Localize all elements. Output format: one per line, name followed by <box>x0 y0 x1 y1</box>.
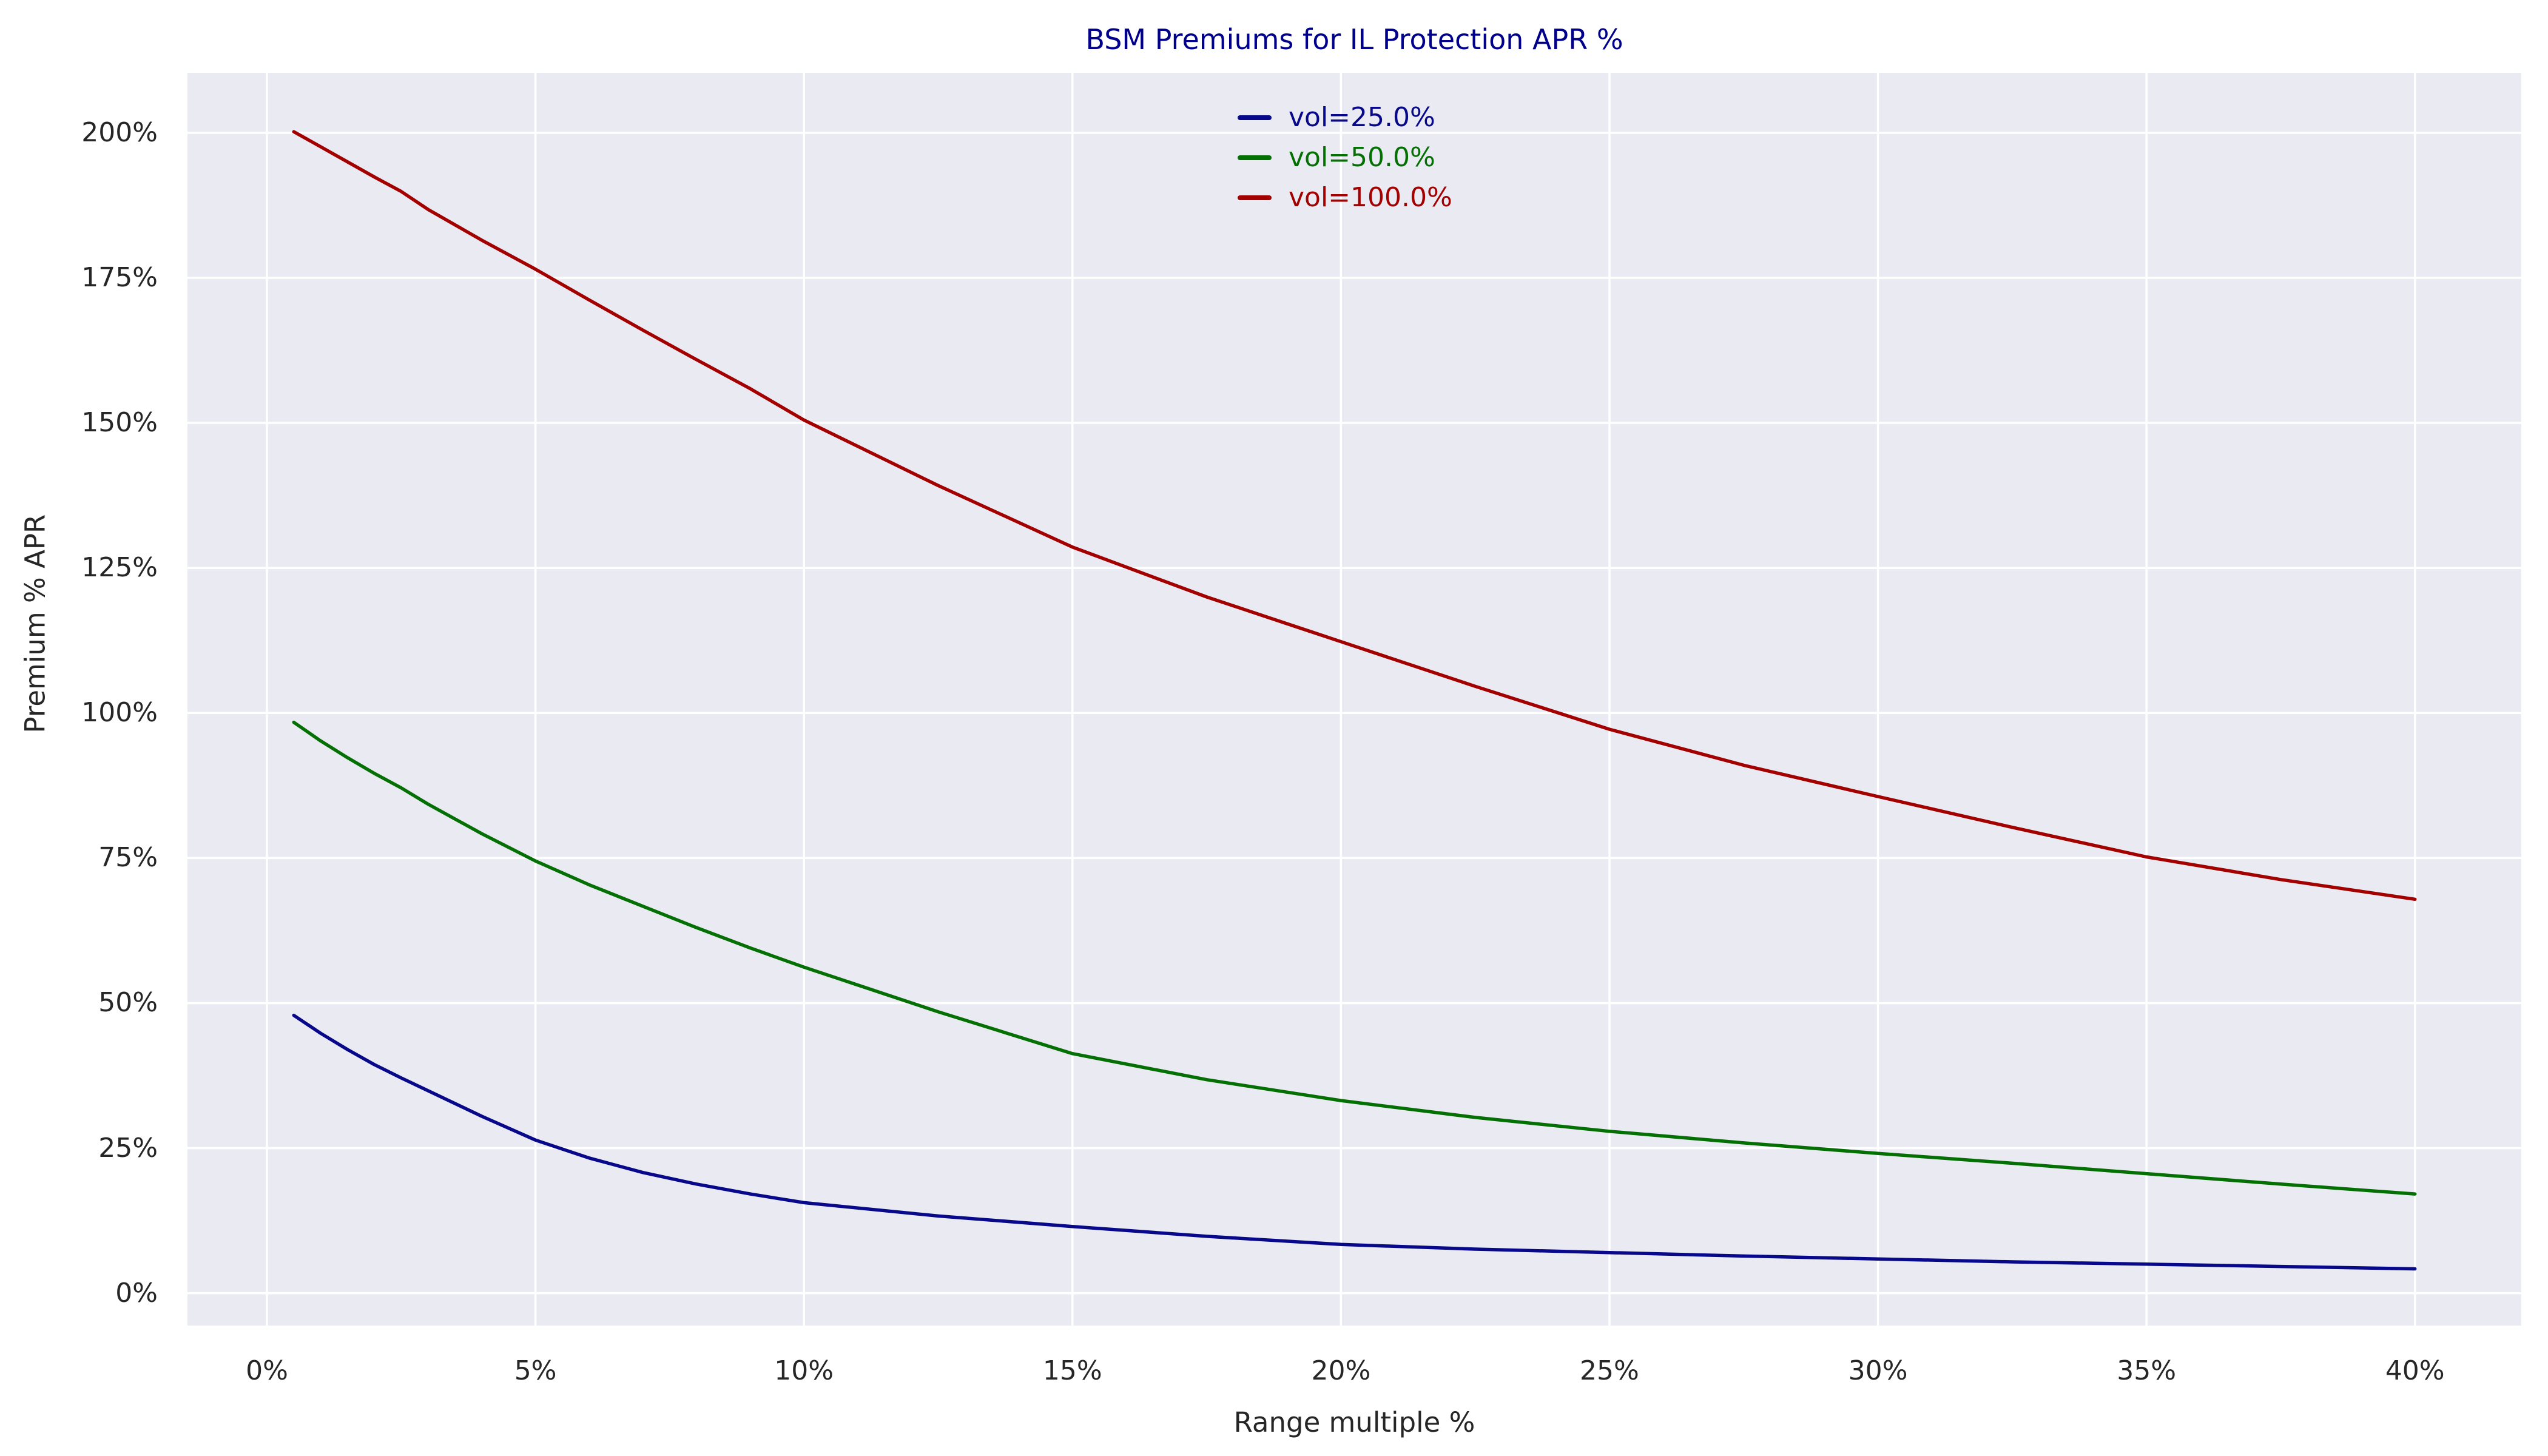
x-tick-label: 0% <box>246 1355 288 1386</box>
figure-title: BSM Premiums for IL Protection APR % <box>1085 23 1623 56</box>
x-tick-label: 35% <box>2117 1355 2177 1386</box>
series-line-vol=100.0% <box>292 130 2417 902</box>
legend-swatch-vol=50.0% <box>1238 155 1272 160</box>
x-tick-label: 40% <box>2385 1355 2445 1386</box>
x-tick-label: 20% <box>1311 1355 1371 1386</box>
x-tick-label: 15% <box>1042 1355 1102 1386</box>
series-line-vol=25.0% <box>292 1013 2417 1271</box>
legend: vol=25.0% vol=50.0% vol=100.0% <box>1238 102 1452 214</box>
legend-entry: vol=100.0% <box>1238 182 1452 214</box>
legend-entry: vol=50.0% <box>1238 142 1452 174</box>
y-tick-label: 175% <box>81 262 158 294</box>
y-tick-label: 75% <box>98 842 158 874</box>
x-tick-label: 10% <box>774 1355 834 1386</box>
y-tick-label: 200% <box>81 116 158 148</box>
legend-swatch-vol=100.0% <box>1238 195 1272 200</box>
y-tick-label: 150% <box>81 407 158 439</box>
x-tick-label: 30% <box>1848 1355 1908 1386</box>
legend-swatch-vol=25.0% <box>1238 115 1272 120</box>
x-axis-label: Range multiple % <box>1233 1406 1475 1438</box>
y-tick-label: 100% <box>81 697 158 729</box>
legend-label: vol=25.0% <box>1289 102 1435 133</box>
y-tick-label: 25% <box>98 1132 158 1164</box>
series-line-vol=50.0% <box>292 720 2417 1196</box>
legend-entry: vol=25.0% <box>1238 102 1452 133</box>
legend-label: vol=100.0% <box>1289 182 1452 213</box>
x-tick-label: 5% <box>514 1355 557 1386</box>
legend-label: vol=50.0% <box>1289 142 1435 173</box>
x-tick-label: 25% <box>1580 1355 1639 1386</box>
y-tick-label: 0% <box>115 1277 158 1309</box>
y-tick-label: 50% <box>98 987 158 1019</box>
plot-area <box>187 73 2521 1326</box>
y-tick-label: 125% <box>81 552 158 584</box>
